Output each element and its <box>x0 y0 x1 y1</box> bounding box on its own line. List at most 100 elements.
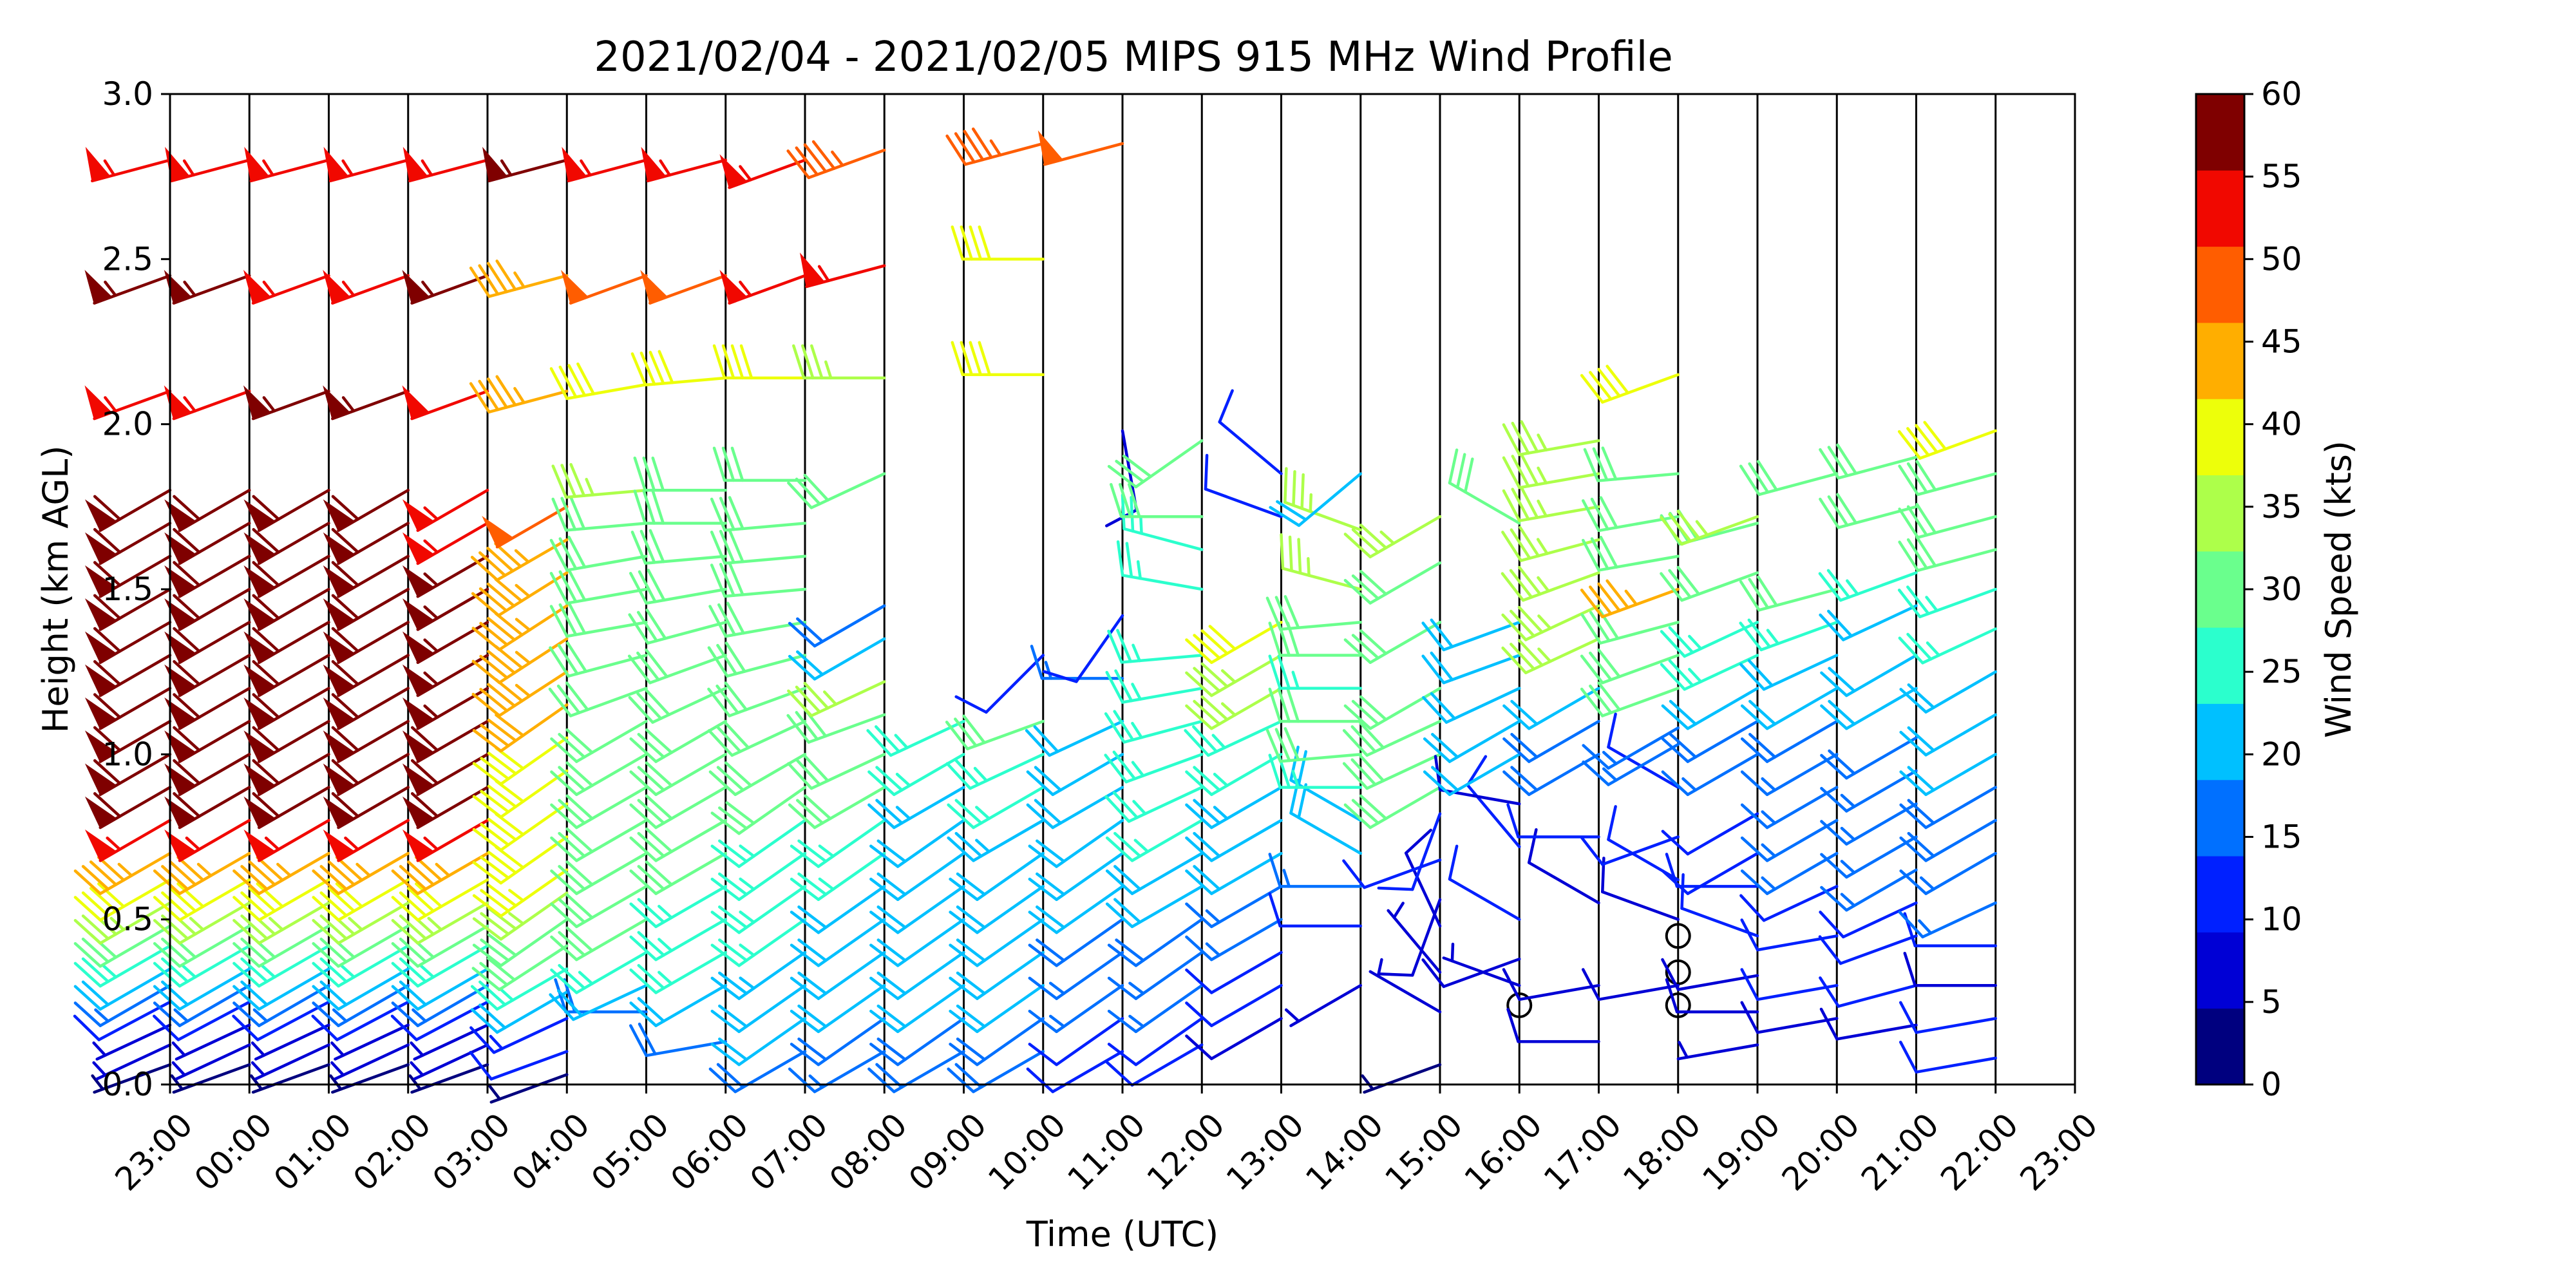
wind-barb <box>1361 1063 1442 1094</box>
barb-shaft <box>415 1000 489 1041</box>
barb-pennant <box>243 532 276 565</box>
barb-flag-full <box>311 1014 339 1041</box>
barb-flag-full <box>1218 389 1234 424</box>
wind-barb <box>92 1043 172 1081</box>
wind-barb <box>1448 448 1521 525</box>
barb-shaft <box>1844 802 1918 846</box>
wind-barb <box>1028 983 1124 1034</box>
barb-shaft <box>654 851 727 895</box>
barb-shaft <box>1680 907 1759 938</box>
barb-flag-full <box>869 844 900 868</box>
wind-barb <box>1739 618 1839 652</box>
barb-flag-full <box>1185 1034 1213 1061</box>
barb-shaft <box>492 1017 569 1054</box>
barb-flag-full <box>495 714 525 737</box>
barb-shaft <box>1442 957 1521 989</box>
barb-shaft <box>1363 1063 1442 1094</box>
barb-flag-half <box>739 943 755 957</box>
wind-barb <box>85 147 172 183</box>
barb-flag-half <box>1695 520 1709 536</box>
barb-flag-half <box>1048 981 1066 995</box>
barb-flag-half <box>973 766 989 782</box>
barb-shaft <box>1055 885 1124 934</box>
wind-barb <box>1581 535 1680 572</box>
barb-flag-full <box>494 578 524 603</box>
barb-flag-full <box>945 762 972 790</box>
wind-barb <box>710 918 807 967</box>
barb-flag-full <box>1115 938 1145 962</box>
wind-barb <box>164 621 251 665</box>
barb-shaft <box>817 819 886 868</box>
barb-flag-full <box>1026 803 1054 829</box>
wind-barb <box>243 269 330 305</box>
barb-flag-half <box>1688 668 1703 683</box>
barb-flag-full <box>1907 726 1935 752</box>
barb-flag-full <box>1107 943 1138 967</box>
barb-flag-full <box>875 1063 904 1089</box>
wind-barb <box>1268 687 1362 723</box>
barb-flag-half <box>818 844 835 858</box>
x-tick-label: 16:00 <box>1457 1106 1549 1198</box>
barb-shaft <box>95 1023 172 1061</box>
calm-wind-circle <box>1665 992 1691 1018</box>
wind-barb <box>707 681 807 717</box>
barb-pennant <box>243 763 276 796</box>
barb-flag-half <box>1220 702 1236 717</box>
barb-flag-full <box>728 562 744 596</box>
calm-wind-circle <box>1665 923 1691 949</box>
barb-flag-full <box>1042 670 1078 683</box>
barb-flag-half <box>423 836 439 851</box>
wind-barb <box>792 344 886 380</box>
barb-flag-full <box>1665 978 1679 1014</box>
barb-shaft <box>571 983 648 1021</box>
wind-barb <box>1506 1008 1600 1043</box>
barb-flag-full <box>1510 528 1531 560</box>
barb-flag-half <box>739 976 755 990</box>
wind-barb <box>630 350 727 387</box>
barb-flag-full <box>1906 585 1930 616</box>
barb-flag-full <box>1125 542 1133 578</box>
barb-shaft <box>1837 455 1918 480</box>
barb-flag-full <box>478 587 508 612</box>
y-tick-label: 0.0 <box>102 1066 153 1103</box>
wind-barb <box>164 522 251 565</box>
barb-pennant <box>402 796 435 829</box>
barb-shaft <box>1051 786 1124 829</box>
barb-shaft <box>896 1017 965 1066</box>
barb-flag-full <box>787 762 813 790</box>
barb-flag-full <box>639 351 656 386</box>
barb-shaft <box>892 786 965 829</box>
barb-flag-full <box>1899 836 1927 862</box>
barb-flag-full <box>173 527 201 554</box>
barb-pennant <box>323 598 355 630</box>
barb-pennant <box>323 631 355 664</box>
barb-flag-full <box>565 827 594 853</box>
barb-shaft <box>1924 753 1997 797</box>
barb-flag-half <box>895 806 911 820</box>
barb-pennant <box>243 631 276 664</box>
barb-flag-full <box>1660 516 1683 546</box>
wind-barb <box>712 446 807 482</box>
barb-flag-half <box>330 1061 345 1077</box>
wind-barb <box>1740 968 1839 1001</box>
barb-flag-full <box>1669 733 1698 759</box>
barb-flag-full <box>1105 869 1134 895</box>
barb-flag-full <box>1122 454 1153 478</box>
barb-flag-full <box>1740 737 1769 763</box>
wind-barb <box>243 687 330 730</box>
barb-flag-full <box>724 721 750 750</box>
x-tick-label: 23:00 <box>2013 1106 2105 1198</box>
barb-flag-half <box>1048 1014 1066 1028</box>
barb-flag-half <box>831 150 844 167</box>
barb-flag-full <box>719 563 735 597</box>
barb-pennant <box>402 664 435 697</box>
wind-barb <box>1421 957 1521 989</box>
barb-flag-full <box>486 957 516 981</box>
wind-barb <box>1740 851 1839 895</box>
barb-flag-full <box>869 877 900 902</box>
barb-shaft <box>1527 687 1600 730</box>
barb-flag-full <box>93 726 122 752</box>
colorbar-tick-label: 5 <box>2261 983 2282 1021</box>
wind-barb <box>1739 654 1839 691</box>
wind-barb <box>323 587 410 631</box>
